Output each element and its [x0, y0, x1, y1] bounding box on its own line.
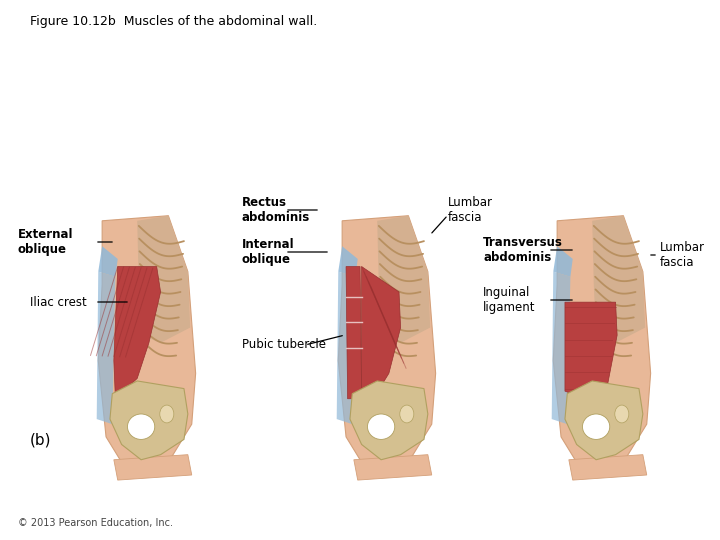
Polygon shape: [565, 302, 617, 399]
Polygon shape: [114, 267, 161, 399]
Polygon shape: [346, 267, 361, 399]
Polygon shape: [338, 246, 358, 276]
Text: External
oblique: External oblique: [18, 228, 73, 256]
Polygon shape: [553, 215, 651, 475]
Ellipse shape: [400, 405, 414, 423]
Polygon shape: [361, 267, 400, 399]
Polygon shape: [337, 272, 356, 424]
Text: Pubic tubercle: Pubic tubercle: [242, 339, 326, 352]
Ellipse shape: [615, 405, 629, 423]
Polygon shape: [553, 246, 572, 276]
Polygon shape: [98, 246, 118, 276]
Ellipse shape: [367, 414, 395, 440]
Polygon shape: [565, 381, 643, 460]
Ellipse shape: [582, 414, 610, 440]
Text: © 2013 Pearson Education, Inc.: © 2013 Pearson Education, Inc.: [18, 518, 173, 528]
Text: Internal
oblique: Internal oblique: [242, 238, 294, 266]
Text: Lumbar
fascia: Lumbar fascia: [660, 241, 705, 269]
Text: Transversus
abdominis: Transversus abdominis: [483, 236, 563, 264]
Polygon shape: [569, 455, 647, 480]
Ellipse shape: [160, 405, 174, 423]
Polygon shape: [138, 215, 190, 343]
Polygon shape: [96, 272, 115, 424]
Polygon shape: [350, 381, 428, 460]
Polygon shape: [338, 215, 436, 475]
Ellipse shape: [127, 414, 155, 440]
Text: Figure 10.12b  Muscles of the abdominal wall.: Figure 10.12b Muscles of the abdominal w…: [30, 15, 318, 28]
Polygon shape: [377, 215, 430, 343]
Text: Lumbar
fascia: Lumbar fascia: [448, 196, 493, 224]
Polygon shape: [110, 381, 188, 460]
Polygon shape: [593, 215, 645, 343]
Polygon shape: [98, 215, 196, 475]
Text: (b): (b): [30, 433, 52, 448]
Polygon shape: [552, 272, 570, 424]
Polygon shape: [114, 455, 192, 480]
Text: Iliac crest: Iliac crest: [30, 295, 86, 308]
Text: Inguinal
ligament: Inguinal ligament: [483, 286, 536, 314]
Polygon shape: [354, 455, 432, 480]
Text: Rectus
abdominis: Rectus abdominis: [242, 196, 310, 224]
